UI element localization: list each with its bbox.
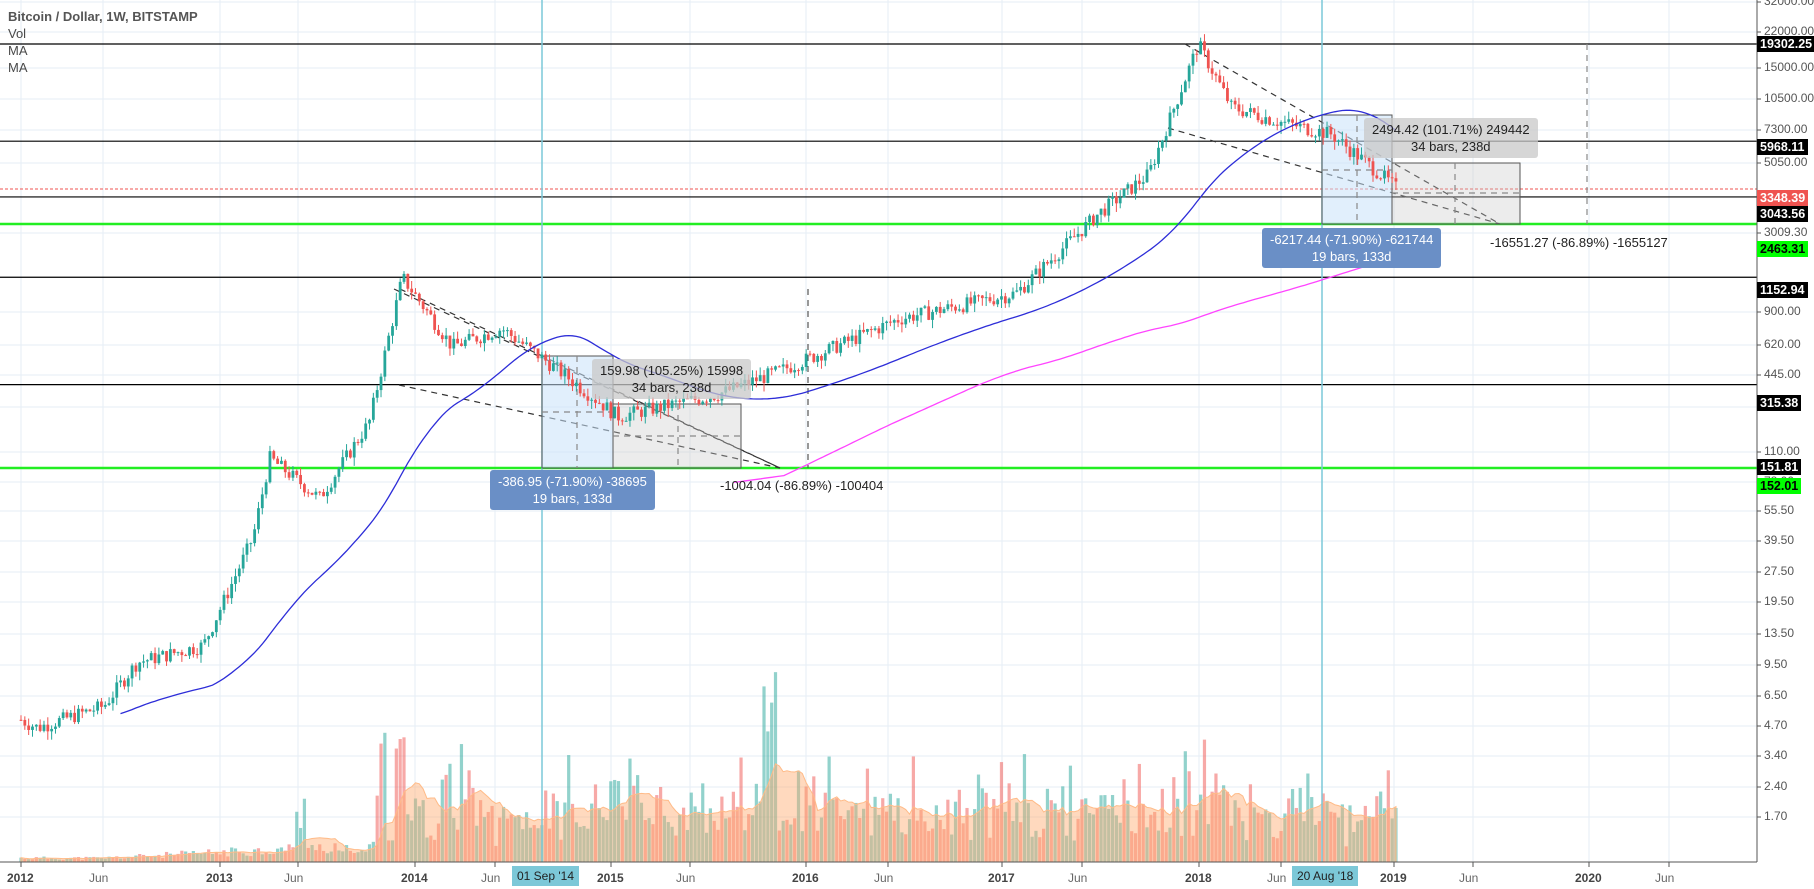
time-tick: 2014 <box>401 871 428 885</box>
price-tag: 315.38 <box>1757 395 1802 411</box>
time-tick: 2013 <box>206 871 233 885</box>
price-tag: 5968.11 <box>1757 139 1808 155</box>
price-tick: 10500.00 <box>1764 91 1814 105</box>
price-tick: 445.00 <box>1764 367 1801 381</box>
time-tick: 2012 <box>7 871 34 885</box>
indicator-ma-1[interactable]: MA <box>8 43 28 58</box>
measure-label-2014-rebound[interactable]: 159.98 (105.25%) 15998 34 bars, 238d <box>592 359 752 399</box>
price-tag: 151.81 <box>1757 459 1802 475</box>
time-tick: 2015 <box>597 871 624 885</box>
time-tick: 2016 <box>792 871 819 885</box>
price-tick: 2.40 <box>1764 779 1788 793</box>
time-tick: Jun <box>676 871 696 885</box>
price-tag: 3348.39 <box>1757 190 1809 206</box>
measure-label-2014-total[interactable]: -1004.04 (-86.89%) -100404 <box>720 478 884 493</box>
volume-bars <box>19 672 1398 863</box>
measure-label-2018-drop[interactable]: -6217.44 (-71.90%) -621744 19 bars, 133d <box>1262 228 1442 268</box>
grid <box>0 0 1757 862</box>
symbol-title: Bitcoin / Dollar, 1W, BITSTAMP <box>8 9 198 24</box>
time-tick: Jun <box>1267 871 1287 885</box>
price-tick: 15000.00 <box>1764 60 1814 74</box>
price-tag: 1152.94 <box>1757 282 1808 298</box>
price-tick: 110.00 <box>1764 444 1800 458</box>
price-tick: 5050.00 <box>1764 155 1808 169</box>
time-tick: Jun <box>1068 871 1088 885</box>
price-tick: 4.70 <box>1764 718 1788 732</box>
price-tick: 39.50 <box>1764 533 1795 547</box>
price-tick: 3009.30 <box>1764 225 1808 239</box>
time-tick: 2018 <box>1185 871 1212 885</box>
indicator-ma-2[interactable]: MA <box>8 60 28 75</box>
price-tick: 19.50 <box>1764 594 1795 608</box>
price-tick: 9.50 <box>1764 657 1788 671</box>
measure-bars: 19 bars, 133d <box>532 491 613 506</box>
cursor-date-tag-2: 20 Aug '18 <box>1292 866 1359 886</box>
time-tick: Jun <box>1459 871 1479 885</box>
chart-legend: Bitcoin / Dollar, 1W, BITSTAMP Vol MA MA <box>8 8 198 76</box>
price-tick: 22000.00 <box>1764 24 1814 38</box>
measure-bars: 34 bars, 238d <box>631 380 712 395</box>
measure-value: -6217.44 (-71.90%) -621744 <box>1270 232 1434 247</box>
price-tick: 13.50 <box>1764 626 1795 640</box>
time-tick: 2020 <box>1575 871 1602 885</box>
candlesticks <box>19 34 1398 740</box>
measure-value: -386.95 (-71.90%) -38695 <box>498 474 647 489</box>
time-tick: Jun <box>89 871 109 885</box>
price-tick: 900.00 <box>1764 304 1801 318</box>
time-tick: 2017 <box>988 871 1015 885</box>
price-tick: 27.50 <box>1764 564 1795 578</box>
measure-value: 159.98 (105.25%) 15998 <box>600 363 744 378</box>
price-tick: 7300.00 <box>1764 122 1808 136</box>
price-tag: 19302.25 <box>1757 36 1814 52</box>
price-tick: 55.50 <box>1764 503 1795 517</box>
moving-averages <box>120 109 1397 715</box>
price-tag: 152.01 <box>1757 478 1802 494</box>
measure-bars: 19 bars, 133d <box>1311 249 1392 264</box>
measure-label-2018-total[interactable]: -16551.27 (-86.89%) -1655127 <box>1490 235 1668 250</box>
time-tick: Jun <box>481 871 501 885</box>
measure-label-2018-rebound[interactable]: 2494.42 (101.71%) 249442 34 bars, 238d <box>1364 118 1538 158</box>
price-tick: 620.00 <box>1764 337 1801 351</box>
time-tick: Jun <box>284 871 304 885</box>
cursor-date-tag-1: 01 Sep '14 <box>512 866 580 886</box>
price-tick: 32000.00 <box>1764 0 1814 8</box>
price-tick: 6.50 <box>1764 688 1788 702</box>
price-tick: 3.40 <box>1764 748 1788 762</box>
price-tick: 1.70 <box>1764 809 1788 823</box>
price-tag: 3043.56 <box>1757 206 1809 222</box>
indicator-vol[interactable]: Vol <box>8 26 27 41</box>
measure-value: 2494.42 (101.71%) 249442 <box>1372 122 1530 137</box>
time-tick: Jun <box>1655 871 1675 885</box>
price-tag: 2463.31 <box>1757 241 1809 257</box>
measure-label-2014-drop[interactable]: -386.95 (-71.90%) -38695 19 bars, 133d <box>490 470 655 510</box>
time-tick: 2019 <box>1380 871 1407 885</box>
time-tick: Jun <box>874 871 894 885</box>
measure-bars: 34 bars, 238d <box>1411 139 1491 154</box>
